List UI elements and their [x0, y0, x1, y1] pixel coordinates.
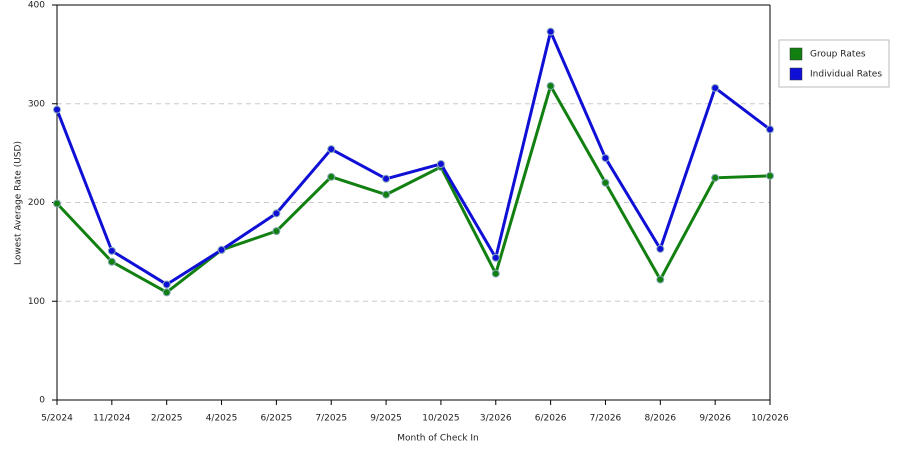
x-tick-label: 9/2025 — [370, 414, 402, 424]
data-point — [491, 253, 500, 262]
data-point — [53, 105, 61, 114]
x-tick-label: 3/2026 — [480, 414, 512, 424]
y-tick-label: 300 — [28, 99, 45, 109]
x-tick-label: 2/2025 — [151, 414, 183, 424]
data-point — [107, 246, 116, 255]
series-line — [55, 84, 771, 294]
x-tick-label: 6/2025 — [261, 414, 293, 424]
legend-label: Group Rates — [810, 50, 866, 60]
x-tick-label: 10/2025 — [422, 414, 459, 424]
data-point — [382, 190, 391, 199]
data-point — [491, 269, 500, 278]
data-point — [53, 199, 61, 208]
data-point — [162, 288, 171, 297]
data-point — [711, 173, 720, 182]
data-point — [766, 171, 774, 180]
x-tick-label: 11/2024 — [93, 414, 131, 424]
data-point — [656, 244, 665, 253]
data-point — [272, 227, 281, 236]
x-tick-label: 10/2026 — [751, 414, 789, 424]
data-point — [327, 145, 336, 154]
data-point — [436, 159, 445, 168]
data-point — [107, 257, 116, 266]
data-point — [656, 275, 665, 284]
x-tick-label: 9/2026 — [699, 414, 731, 424]
x-tick-label: 8/2026 — [644, 414, 676, 424]
data-point — [546, 81, 555, 90]
data-point — [601, 178, 610, 187]
data-point — [711, 83, 720, 92]
x-tick-label: 4/2025 — [206, 414, 238, 424]
x-tick-label: 6/2026 — [535, 414, 567, 424]
x-tick-label: 7/2026 — [590, 414, 622, 424]
x-axis-label: Month of Check In — [397, 434, 479, 444]
y-tick-label: 400 — [28, 1, 45, 11]
y-tick-label: 200 — [28, 198, 45, 208]
x-tick-label: 5/2024 — [41, 414, 73, 424]
y-axis-label: Lowest Average Rate (USD) — [14, 141, 24, 265]
data-point — [601, 154, 610, 163]
y-tick-label: 0 — [39, 396, 45, 406]
data-point — [546, 27, 555, 36]
data-point — [272, 209, 281, 218]
legend-label: Individual Rates — [810, 70, 882, 80]
legend-swatch — [789, 47, 803, 61]
data-point — [382, 174, 391, 183]
x-tick-label: 7/2025 — [315, 414, 347, 424]
data-point — [217, 245, 226, 254]
legend-swatch — [789, 67, 803, 81]
series-line — [55, 30, 771, 286]
data-point — [162, 280, 171, 289]
data-point — [766, 125, 774, 134]
y-tick-label: 100 — [28, 297, 45, 307]
data-point — [327, 172, 336, 181]
